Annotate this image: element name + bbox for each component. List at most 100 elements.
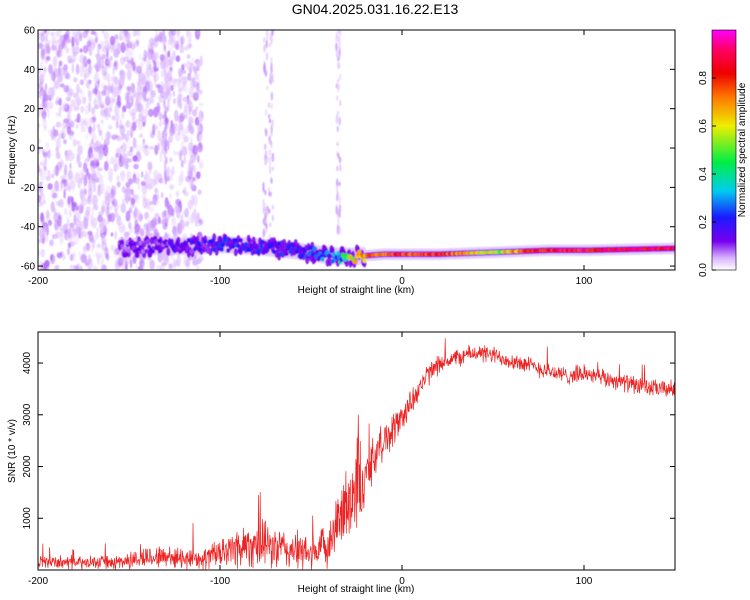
- colorbar-tick-label: 0.0: [698, 263, 709, 277]
- noise-mark: [131, 121, 137, 132]
- spectrogram-frame: [37, 29, 676, 271]
- noise-mark: [176, 30, 180, 38]
- noise-mark: [51, 234, 55, 240]
- snr-y-ticks: 1000 2000 3000 4000: [22, 351, 675, 529]
- streak-mark: [338, 195, 341, 204]
- noise-mark: [75, 63, 80, 75]
- band-core: [353, 259, 358, 265]
- noise-mark: [110, 194, 116, 203]
- noise-mark: [82, 64, 86, 73]
- noise-mark: [168, 135, 174, 143]
- noise-mark: [111, 204, 118, 211]
- streak-mark: [336, 226, 339, 234]
- noise-mark: [109, 35, 116, 46]
- streak-mark: [164, 202, 168, 208]
- noise-mark: [92, 87, 99, 95]
- noise-mark: [83, 73, 87, 81]
- noise-mark: [105, 72, 109, 83]
- band-core: [219, 247, 224, 252]
- noise-mark: [71, 63, 75, 74]
- noise-mark: [87, 36, 93, 43]
- noise-mark: [90, 244, 94, 253]
- streak-mark: [335, 114, 339, 125]
- noise-mark: [54, 219, 59, 232]
- noise-mark: [94, 37, 98, 44]
- noise-mark: [106, 153, 109, 164]
- noise-mark: [60, 180, 63, 189]
- noise-mark: [148, 145, 155, 150]
- noise-mark: [71, 203, 76, 212]
- streak-mark: [164, 170, 167, 179]
- noise-mark: [95, 252, 102, 260]
- noise-mark: [43, 98, 49, 108]
- streak-mark: [264, 149, 268, 159]
- noise-mark: [68, 209, 73, 218]
- noise-mark: [134, 163, 139, 168]
- streak-mark: [265, 51, 269, 62]
- streak-mark: [267, 102, 271, 109]
- streak-mark: [335, 50, 339, 57]
- band-core: [362, 258, 367, 264]
- noise-mark: [169, 157, 173, 163]
- streak-mark: [262, 199, 265, 208]
- noise-mark: [47, 87, 54, 99]
- noise-mark: [71, 224, 75, 233]
- noise-mark: [72, 185, 75, 193]
- noise-mark: [195, 60, 201, 69]
- noise-mark: [143, 224, 147, 232]
- streak-mark: [338, 181, 341, 187]
- noise-mark: [170, 169, 173, 182]
- noise-mark: [59, 34, 64, 42]
- streak-mark: [164, 145, 167, 152]
- noise-mark: [133, 177, 140, 184]
- noise-mark: [113, 61, 117, 67]
- noise-mark: [97, 148, 104, 161]
- band-core: [226, 248, 231, 253]
- noise-mark: [72, 104, 77, 111]
- noise-mark: [58, 60, 63, 67]
- streak-mark: [263, 43, 267, 52]
- noise-mark: [55, 121, 62, 128]
- noise-mark: [168, 263, 173, 270]
- streak-mark: [268, 136, 271, 141]
- noise-mark: [111, 115, 116, 121]
- band-core: [196, 241, 201, 246]
- noise-mark: [96, 91, 101, 97]
- noise-mark: [47, 219, 53, 226]
- noise-mark: [101, 30, 105, 35]
- noise-mark: [139, 155, 142, 160]
- y-tick-label: -20: [21, 183, 36, 194]
- noise-mark: [66, 154, 70, 160]
- noise-mark: [179, 149, 183, 157]
- noise-mark: [73, 220, 77, 226]
- noise-mark: [140, 181, 146, 186]
- noise-mark: [83, 188, 88, 195]
- band-core: [159, 246, 164, 251]
- noise-mark: [144, 212, 150, 217]
- noise-mark: [63, 139, 67, 145]
- noise-mark: [38, 238, 43, 244]
- noise-mark: [192, 255, 195, 266]
- noise-mark: [199, 161, 204, 169]
- noise-mark: [91, 217, 98, 229]
- noise-mark: [71, 36, 75, 47]
- noise-mark: [146, 198, 151, 211]
- noise-mark: [76, 152, 80, 165]
- streak-mark: [165, 117, 168, 126]
- noise-mark: [68, 133, 74, 141]
- noise-mark: [41, 229, 46, 239]
- noise-mark: [115, 120, 119, 129]
- noise-mark: [182, 111, 187, 117]
- noise-mark: [120, 171, 125, 182]
- streak-mark: [267, 187, 271, 193]
- noise-mark: [75, 205, 79, 211]
- x-tick-label: -100: [210, 276, 230, 287]
- noise-mark: [120, 202, 126, 214]
- band-core: [259, 243, 264, 249]
- noise-mark: [63, 102, 68, 109]
- noise-mark: [44, 83, 48, 91]
- x-tick-label: -200: [28, 576, 48, 587]
- noise-mark: [140, 228, 145, 237]
- noise-mark: [73, 264, 80, 270]
- noise-mark: [90, 30, 96, 35]
